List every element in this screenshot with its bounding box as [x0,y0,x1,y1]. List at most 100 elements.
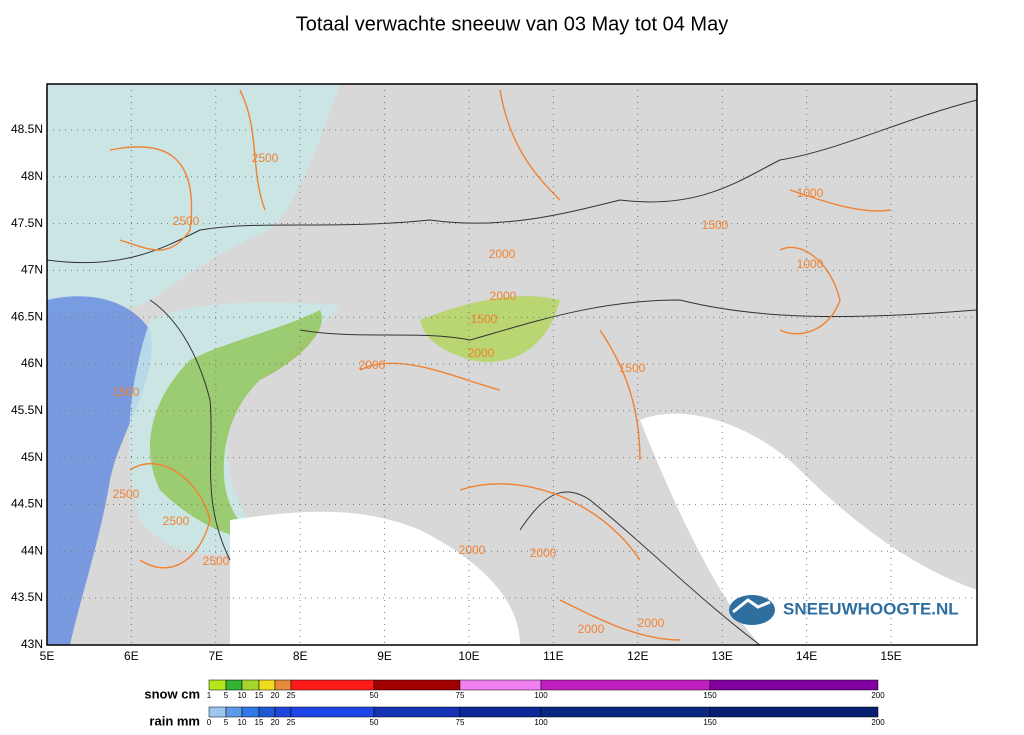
sea [230,511,520,645]
legend-swatch [290,679,375,691]
graticule [47,84,977,645]
contour-label: 1000 [797,186,824,200]
legend-swatch [709,679,879,691]
lon-label: 9E [377,649,392,663]
legend-tick: 15 [255,691,264,700]
contour-label: 2000 [468,346,495,360]
legend-tick: 75 [456,718,465,727]
lat-label: 44N [21,543,43,557]
legend-swatch [241,679,260,691]
title: Totaal verwachte sneeuw van 03 May tot 0… [296,13,728,35]
contour-label: 2500 [173,214,200,228]
contour-label: 2500 [203,554,230,568]
sea [640,413,977,645]
contour-label: 2500 [163,514,190,528]
legend-label: rain mm [149,713,200,728]
legend-swatch [459,679,542,691]
contour-label: 2000 [359,358,386,372]
legend-swatch [241,706,260,718]
legend-tick: 200 [871,718,885,727]
contour-label: 2500 [113,487,140,501]
contour-label: 1500 [619,361,646,375]
legend-tick: 15 [255,718,264,727]
legend-tick: 20 [271,691,280,700]
lat-label: 46.5N [11,309,43,323]
logo: SNEEUWHOOGTE.NL [729,595,959,625]
legend-swatch [540,706,711,718]
lon-label: 5E [40,649,55,663]
legend-tick: 100 [534,691,548,700]
border-line [299,299,978,341]
legend-tick: 0 [207,718,212,727]
legend-swatch [225,679,243,691]
border-line [149,299,231,561]
logo-text: SNEEUWHOOGTE.NL [783,599,959,618]
legend-swatch [274,679,292,691]
snow-cover-area [47,84,340,320]
contour-label: 2000 [490,289,517,303]
legend-tick: 5 [224,691,229,700]
rain-area [47,296,152,645]
contour-label: 2000 [459,543,486,557]
legend-tick: 20 [271,718,280,727]
lon-label: 6E [124,649,139,663]
lon-label: 11E [543,649,563,663]
legend-tick: 100 [534,718,548,727]
lon-label: 15E [880,649,901,663]
map-frame [46,83,978,646]
legend-swatch [290,706,375,718]
legend-swatch [258,706,276,718]
legend-swatch [540,679,711,691]
legend-tick: 75 [456,691,465,700]
contour-label: 1500 [471,312,498,326]
legend-tick: 25 [287,718,296,727]
legend-swatch [373,679,461,691]
legend-tick: 10 [238,718,247,727]
contour-label: 2000 [530,546,557,560]
contour-label: 1500 [113,385,140,399]
legend-tick: 1 [207,691,212,700]
coastline [519,491,761,646]
legend-swatch [459,706,542,718]
map: SNEEUWHOOGTE.NL [46,83,978,646]
legend-tick: 10 [238,691,247,700]
legend-swatch [274,706,292,718]
contour-label: 2000 [489,247,516,261]
legend-tick: 150 [703,691,717,700]
freezing-level-contour [109,89,891,641]
lon-label: 7E [208,649,223,663]
lon-label: 8E [293,649,308,663]
legend-swatch [709,706,879,718]
lon-label: 13E [712,649,733,663]
contour-label: 1500 [702,218,729,232]
lat-label: 44.5N [11,497,43,511]
lon-label: 10E [458,649,479,663]
logo-icon [729,595,775,625]
legend-swatch [258,679,276,691]
legend-swatch [373,706,461,718]
legend-tick: 150 [703,718,717,727]
lon-label: 14E [796,649,817,663]
lat-label: 43.5N [11,590,43,604]
legend-swatch [208,706,227,718]
contour-label: 2500 [252,151,279,165]
lat-label: 48.5N [11,122,43,136]
lat-label: 43N [21,637,43,651]
legend-swatch [208,679,227,691]
lat-label: 46N [21,356,43,370]
lat-label: 48N [21,169,43,183]
lon-label: 12E [627,649,648,663]
contour-label: 2000 [638,616,665,630]
logo-icon [732,598,771,614]
lat-label: 47.5N [11,216,43,230]
lat-label: 45.5N [11,403,43,417]
legend-swatch [225,706,243,718]
lat-label: 45N [21,450,43,464]
border-line [46,99,978,264]
legend-tick: 25 [287,691,296,700]
legend: snow cm rain mm 1 5 10 15 20 25 50 75 100 150 2000… [144,679,885,728]
lat-label: 47N [21,263,43,277]
snowfall-area [420,296,560,362]
legend-tick: 50 [370,718,379,727]
